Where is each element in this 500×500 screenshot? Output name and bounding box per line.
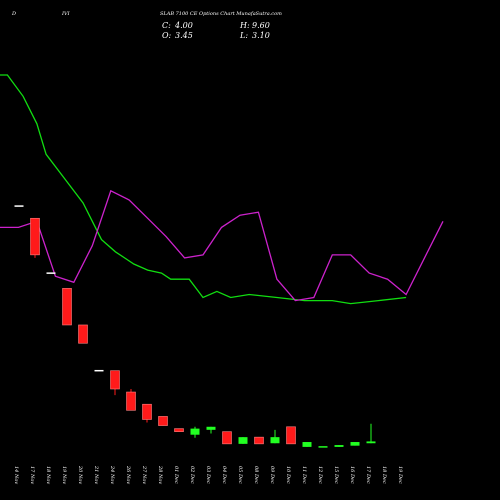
ma-line-magenta <box>0 189 444 302</box>
x-tick-label: 03 Dec <box>205 466 211 484</box>
candle <box>158 416 168 426</box>
candle <box>62 288 72 326</box>
candle-body <box>222 431 232 445</box>
candle <box>110 370 120 396</box>
candle <box>206 426 216 434</box>
x-tick-label: 16 Dec <box>349 466 355 484</box>
candle-body <box>206 426 216 430</box>
candle-body <box>270 437 280 444</box>
candle-body <box>254 436 264 445</box>
candle-body <box>62 288 72 326</box>
candle-body <box>142 403 152 420</box>
candle <box>366 423 376 444</box>
x-tick-label: 11 Dec <box>301 466 307 484</box>
candle <box>302 442 312 447</box>
x-tick-label: 26 Nov <box>125 465 131 484</box>
x-tick-label: 15 Dec <box>333 466 339 484</box>
candle-body <box>94 369 104 372</box>
candle <box>126 388 136 411</box>
symbol-suffix: IVI <box>61 11 71 17</box>
candle <box>238 437 248 444</box>
candle <box>286 426 296 445</box>
candle-body <box>126 391 136 411</box>
x-tick-label: 19 Dec <box>397 466 403 484</box>
candle-body <box>286 426 296 445</box>
x-tick-label: 10 Dec <box>285 466 291 484</box>
ma-line-green <box>0 74 407 305</box>
x-tick-label: 27 Nov <box>141 465 147 484</box>
x-tick-label: 18 Dec <box>381 466 387 484</box>
candle <box>78 324 88 344</box>
candle <box>174 428 184 432</box>
candle <box>142 403 152 423</box>
x-tick-label: 05 Dec <box>237 466 243 484</box>
x-tick-label: 18 Nov <box>45 466 51 484</box>
candle <box>350 442 360 446</box>
x-tick-label: 19 Nov <box>61 466 67 484</box>
candle-body <box>158 416 168 426</box>
candle <box>254 436 264 445</box>
chart-title: SLAB 7100 CE Options Chart MunafaSutra.c… <box>160 11 282 17</box>
x-tick-label: 01 Dec <box>173 466 179 484</box>
x-tick-label: 17 Nov <box>29 466 35 484</box>
candle-body <box>30 217 40 256</box>
candle-body <box>366 441 376 444</box>
open-label: O: <box>162 31 172 40</box>
x-tick-label: 09 Dec <box>269 466 275 484</box>
open-value: 3.45 <box>175 31 193 40</box>
candle <box>270 429 280 444</box>
x-tick-label: 02 Dec <box>189 466 195 484</box>
x-tick-label: 12 Dec <box>317 466 323 484</box>
candle <box>318 446 328 448</box>
x-tick-label: 08 Dec <box>253 466 259 484</box>
high-label: H: <box>239 21 250 30</box>
candle <box>222 431 232 445</box>
x-tick-label: 21 Nov <box>93 465 99 484</box>
candle-body <box>318 446 328 448</box>
candle <box>46 272 56 274</box>
high-value: 9.60 <box>252 21 270 30</box>
candle <box>190 426 200 438</box>
candle-body <box>46 272 56 274</box>
candle-body <box>350 442 360 446</box>
candle <box>94 369 104 372</box>
candle <box>334 445 344 447</box>
candle-body <box>14 205 24 207</box>
candle-body <box>78 324 88 344</box>
x-tick-label: 17 Dec <box>365 466 371 484</box>
candle-body <box>302 442 312 447</box>
candle-body <box>110 370 120 390</box>
symbol-prefix: D <box>11 11 16 17</box>
x-tick-label: 14 Nov <box>13 466 19 484</box>
candle-body <box>190 428 200 435</box>
low-value: 3.10 <box>252 31 270 40</box>
chart-header: D IVI SLAB 7100 CE Options Chart MunafaS… <box>11 11 282 40</box>
low-label: L: <box>239 31 248 40</box>
candle-body <box>174 428 184 432</box>
x-tick-label: 28 Nov <box>157 465 163 484</box>
candle-body <box>334 445 344 447</box>
candle <box>14 205 24 207</box>
x-tick-label: 20 Nov <box>77 465 83 484</box>
candles <box>14 205 376 448</box>
x-tick-label: 24 Nov <box>109 465 115 484</box>
x-axis-tick-labels: 14 Nov 17 Nov 18 Nov 19 Nov 20 Nov 21 Nov 24 N… <box>13 465 403 484</box>
candle-body <box>238 437 248 444</box>
close-value: 4.00 <box>174 21 193 30</box>
x-tick-label: 04 Dec <box>221 466 227 484</box>
candle <box>30 217 40 258</box>
close-label: C: <box>162 21 171 30</box>
moving-averages <box>0 74 444 305</box>
